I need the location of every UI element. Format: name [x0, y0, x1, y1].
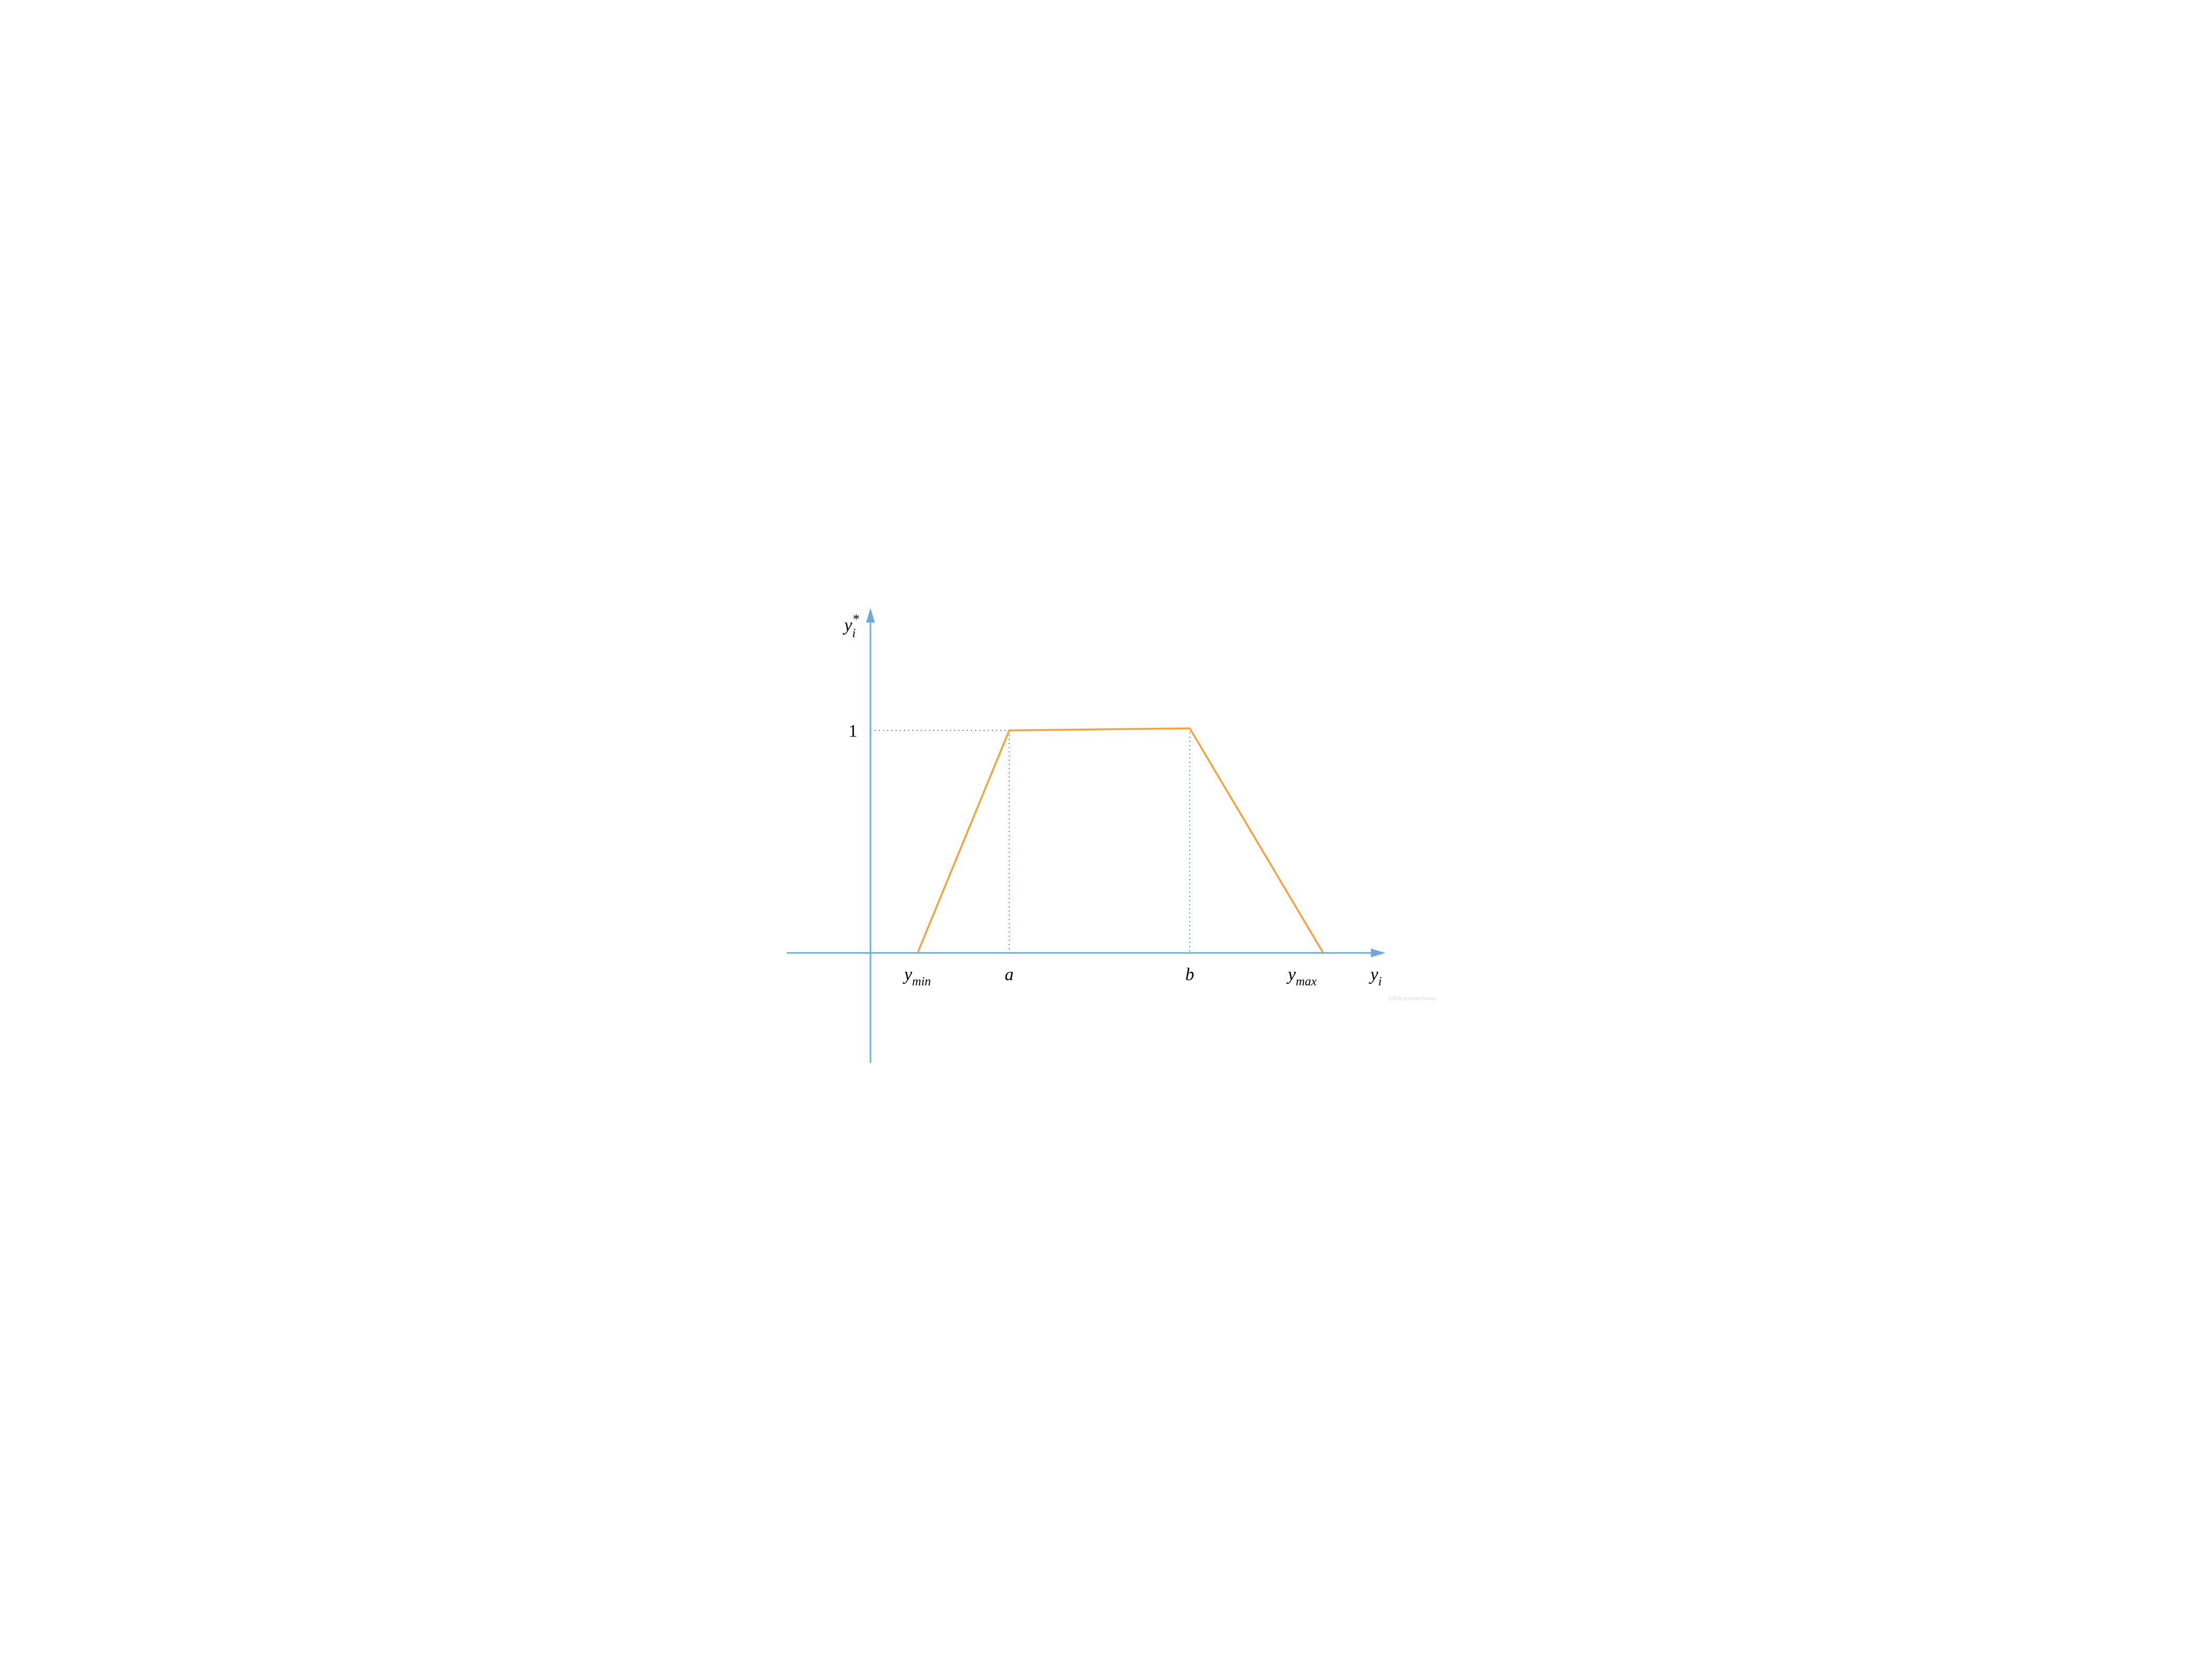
membership-function-chart: y*i yi 1 ymin a b ymax CSDN @UnderTurret…: [771, 576, 1441, 1079]
y-axis-label: y*i: [843, 612, 859, 640]
x-axis-label: yi: [1369, 965, 1382, 989]
watermark: CSDN @UnderTurrets: [1389, 996, 1436, 1001]
y-axis-label-superscript: *: [852, 612, 859, 627]
x-label-ymax-main: y: [1286, 965, 1296, 984]
x-label-ymax: ymax: [1286, 965, 1316, 989]
y-axis-label-main: y: [843, 616, 853, 635]
x-label-ymin-sub: min: [912, 975, 931, 989]
y-axis-label-subscript: i: [852, 627, 856, 640]
x-label-a: a: [1005, 965, 1014, 984]
x-label-ymax-sub: max: [1296, 975, 1317, 989]
x-label-ymin-main: y: [902, 965, 912, 984]
x-label-b: b: [1186, 965, 1194, 984]
y-tick-one: 1: [848, 721, 857, 741]
x-axis-arrowhead: [1371, 948, 1386, 957]
chart-container: y*i yi 1 ymin a b ymax CSDN @UnderTurret…: [0, 0, 2212, 1654]
x-axis-label-main: y: [1369, 965, 1379, 984]
trapezoid-membership-line: [918, 728, 1323, 953]
x-label-ymin: ymin: [902, 965, 931, 989]
x-axis-label-subscript: i: [1378, 975, 1382, 989]
y-axis-arrowhead: [866, 608, 875, 623]
